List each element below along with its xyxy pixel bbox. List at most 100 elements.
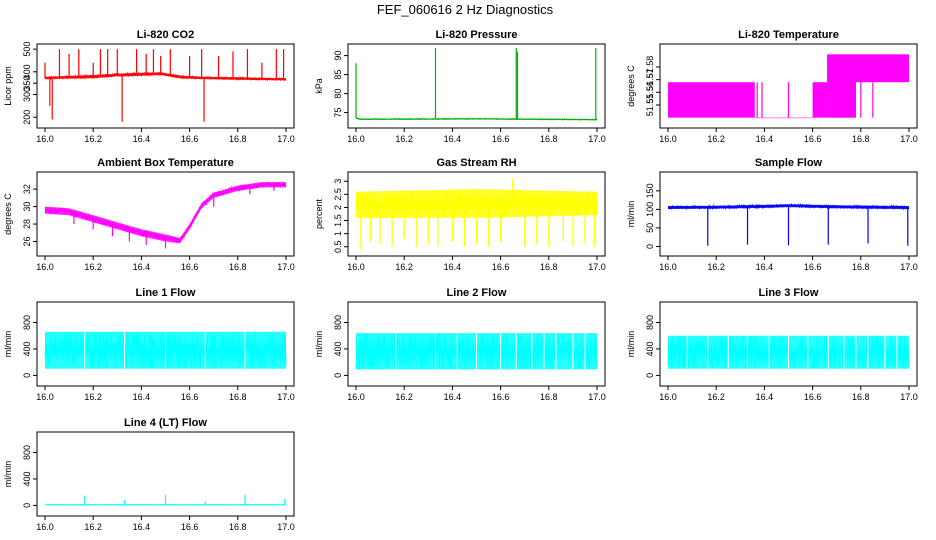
series-band-fill <box>356 117 597 121</box>
x-tick-label: 16.8 <box>229 262 247 272</box>
panel-title: Gas Stream RH <box>436 157 516 169</box>
x-tick-label: 16.6 <box>181 262 199 272</box>
y-axis-label: ml/min <box>626 201 636 228</box>
y-tick-label: 1 <box>333 231 343 236</box>
panel-title: Line 2 Flow <box>447 287 507 299</box>
x-tick-label: 16.2 <box>707 134 725 144</box>
y-tick-label: 0 <box>22 503 32 508</box>
y-tick-label: 0.5 <box>333 241 343 254</box>
panel-frame <box>659 171 918 257</box>
y-tick-label: 150 <box>645 183 655 198</box>
panel-frame <box>659 43 918 129</box>
series-4 <box>44 181 287 249</box>
series-3 <box>668 54 909 119</box>
x-tick-label: 16.8 <box>852 134 870 144</box>
x-tick-label: 17.0 <box>900 392 918 402</box>
x-tick-label: 16.2 <box>707 262 725 272</box>
x-tick-label: 16.4 <box>756 262 774 272</box>
x-tick-label: 16.0 <box>347 134 365 144</box>
x-tick-label: 16.0 <box>659 134 677 144</box>
panel-9: Line 3 Flow 16.0 16.2 16.4 16.6 16.8 17.0 0 400 8… <box>626 287 918 402</box>
y-tick-label: 2.5 <box>333 188 343 201</box>
panel-3: Li-820 Temperature 16.0 16.2 16.4 16.6 16.8 17… <box>626 29 918 144</box>
y-tick-label: 400 <box>645 341 655 356</box>
x-tick-label: 17.0 <box>277 262 295 272</box>
x-tick-label: 17.0 <box>588 134 606 144</box>
panel-6: Sample Flow 16.0 16.2 16.4 16.6 16.8 17.0 0 50 10… <box>626 157 918 272</box>
series-2 <box>355 48 598 121</box>
x-tick-label: 16.4 <box>756 134 774 144</box>
y-tick-label: 350 <box>22 76 32 91</box>
x-tick-label: 16.6 <box>804 262 822 272</box>
x-tick-label: 16.8 <box>229 522 247 532</box>
series-step <box>855 54 909 83</box>
series-step <box>754 117 813 119</box>
panel-5: Gas Stream RH 16.0 16.2 16.4 16.6 16.8 17.0 0.5… <box>314 157 606 272</box>
panel-frame <box>36 431 295 517</box>
series-6 <box>667 203 910 246</box>
x-tick-label: 16.2 <box>84 262 102 272</box>
x-tick-label: 16.8 <box>540 262 558 272</box>
x-tick-label: 16.4 <box>133 392 151 402</box>
x-tick-label: 17.0 <box>588 392 606 402</box>
y-tick-label: 500 <box>22 42 32 57</box>
panel-1: Li-820 CO2 16.0 16.2 16.4 16.6 16.8 17.0 200 300… <box>3 29 295 144</box>
series-5 <box>355 178 598 250</box>
series-9 <box>667 335 910 369</box>
x-tick-label: 16.4 <box>444 262 462 272</box>
y-tick-label: 400 <box>333 341 343 356</box>
y-tick-label: 800 <box>333 315 343 330</box>
y-tick-label: 51.55 <box>645 94 655 117</box>
x-tick-label: 16.4 <box>133 134 151 144</box>
series-step <box>668 82 755 118</box>
x-tick-label: 16.4 <box>133 262 151 272</box>
y-tick-label: 1.5 <box>333 214 343 227</box>
y-axis-label: ml/min <box>3 331 13 358</box>
x-tick-label: 16.2 <box>84 522 102 532</box>
x-tick-label: 16.4 <box>444 134 462 144</box>
panel-title: Line 4 (LT) Flow <box>124 417 207 429</box>
panel-title: Line 1 Flow <box>136 287 196 299</box>
y-tick-label: 51.57 <box>645 68 655 91</box>
y-tick-label: 30 <box>22 202 32 212</box>
panel-frame <box>36 43 295 129</box>
series-band-fill <box>45 504 286 506</box>
series-step <box>812 82 828 118</box>
y-tick-label: 50 <box>645 223 655 233</box>
y-tick-label: 100 <box>645 202 655 217</box>
panel-frame <box>347 301 606 387</box>
x-tick-label: 16.0 <box>36 522 54 532</box>
panel-10: Line 4 (LT) Flow 16.0 16.2 16.4 16.6 16.8 17.0… <box>3 417 295 532</box>
x-tick-label: 16.6 <box>181 392 199 402</box>
y-tick-label: 51.56 <box>645 81 655 104</box>
y-tick-label: 0 <box>645 244 655 249</box>
y-tick-label: 28 <box>22 219 32 229</box>
x-tick-label: 16.8 <box>229 392 247 402</box>
x-tick-label: 16.0 <box>347 392 365 402</box>
panel-frame <box>347 43 606 129</box>
panel-4: Ambient Box Temperature 16.0 16.2 16.4 16.6 1… <box>3 157 295 272</box>
y-tick-label: 26 <box>22 237 32 247</box>
series-1 <box>44 49 287 122</box>
x-tick-label: 16.6 <box>181 134 199 144</box>
x-tick-label: 16.8 <box>540 392 558 402</box>
x-tick-label: 16.0 <box>36 134 54 144</box>
y-axis-label: ml/min <box>626 331 636 358</box>
x-tick-label: 16.4 <box>756 392 774 402</box>
series-10 <box>44 494 287 506</box>
y-axis-label: kPa <box>314 78 324 94</box>
panel-title: Li-820 Pressure <box>436 29 518 41</box>
y-tick-label: 0 <box>645 373 655 378</box>
panel-frame <box>659 301 918 387</box>
x-tick-label: 16.6 <box>492 262 510 272</box>
y-axis-label: degrees C <box>3 193 13 235</box>
panel-title: Li-820 CO2 <box>137 29 194 41</box>
x-tick-label: 16.0 <box>36 262 54 272</box>
panel-title: Line 3 Flow <box>759 287 819 299</box>
x-tick-label: 16.0 <box>659 262 677 272</box>
series-band-fill <box>45 72 286 81</box>
panel-frame <box>36 301 295 387</box>
x-tick-label: 16.4 <box>444 392 462 402</box>
